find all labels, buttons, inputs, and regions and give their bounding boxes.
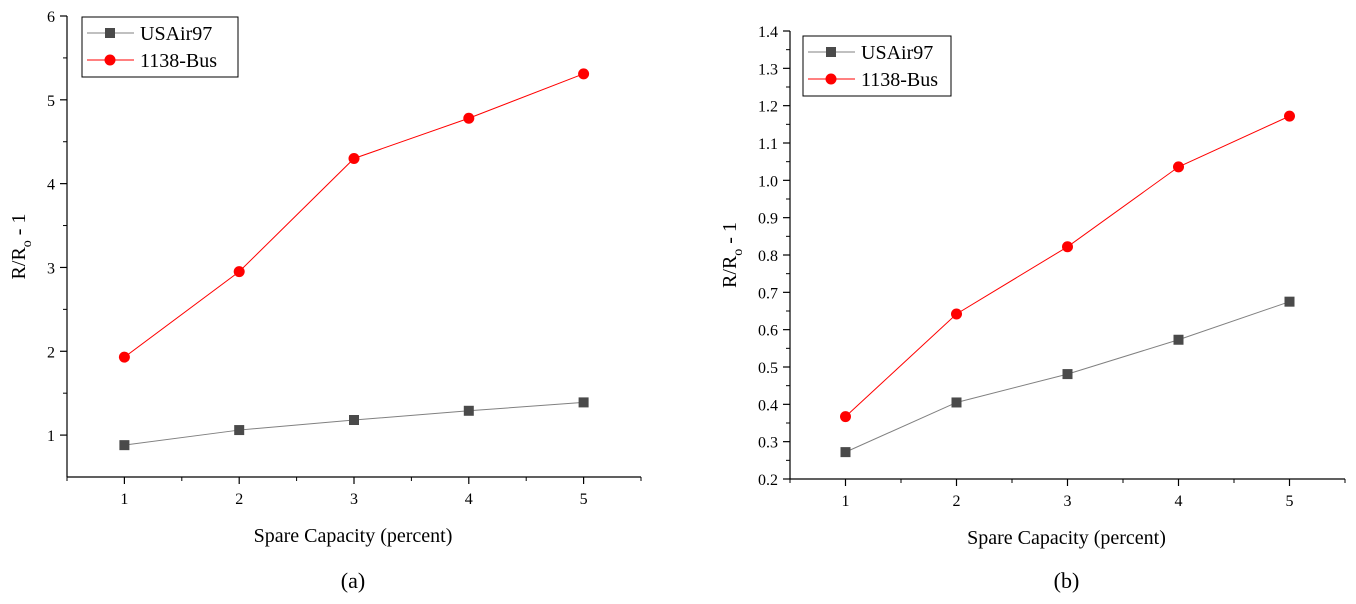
chart-0-series-0-point bbox=[578, 397, 589, 408]
chart-0-series-0-point bbox=[119, 440, 130, 451]
chart-0-series-1-point bbox=[578, 68, 590, 80]
chart-1-y-tick-label: 0.9 bbox=[758, 211, 778, 228]
chart-1-y-tick-label: 0.6 bbox=[758, 323, 778, 340]
chart-1-x-tick-label: 2 bbox=[953, 493, 961, 510]
chart-0-x-tick-label: 2 bbox=[235, 491, 243, 508]
chart-1-x-tick-label: 5 bbox=[1286, 493, 1294, 510]
chart-1-legend-label: 1138-Bus bbox=[861, 69, 938, 91]
chart-0-series-0-point bbox=[463, 405, 474, 416]
chart-0-series-1-line bbox=[124, 73, 584, 358]
chart-0-series-1-point bbox=[118, 351, 130, 363]
chart-0-legend bbox=[81, 16, 239, 78]
chart-1-series-0-point bbox=[1173, 334, 1184, 345]
chart-0-y-tick-label: 5 bbox=[47, 93, 55, 110]
chart-panel-a: 1 2 3 4 5 1 2 3 4 5 6 Spare Capacity (percent) R/Ro … bbox=[8, 9, 642, 593]
chart-1-x-tick-label: 4 bbox=[1175, 493, 1183, 510]
chart-1-x-tick-label: 3 bbox=[1064, 493, 1072, 510]
chart-1-y-tick-label: 0.3 bbox=[758, 435, 778, 452]
chart-1-y-tick-label: 0.5 bbox=[758, 360, 778, 377]
chart-0-legend-marker bbox=[104, 54, 116, 66]
chart-1-y-tick-label: 1.2 bbox=[758, 99, 778, 116]
chart-1-series-1-point bbox=[1062, 241, 1073, 253]
chart-0-series-1-point bbox=[463, 112, 475, 124]
chart-1-x-axis-label: Spare Capacity (percent) bbox=[967, 527, 1166, 549]
chart-1-series-0-point bbox=[951, 397, 962, 408]
chart-1-panel-label: (b) bbox=[1054, 568, 1080, 593]
chart-0-y-tick-label: 6 bbox=[47, 9, 55, 26]
chart-0-x-tick-label: 3 bbox=[350, 491, 358, 508]
chart-0-x-tick-label: 4 bbox=[465, 491, 473, 508]
chart-0-legend-marker bbox=[105, 28, 115, 38]
chart-1-series-1-point bbox=[1284, 110, 1295, 122]
chart-0-y-tick-label: 3 bbox=[47, 260, 55, 277]
chart-0-x-axis-label: Spare Capacity (percent) bbox=[254, 525, 453, 547]
chart-1-y-tick-label: 0.2 bbox=[758, 472, 778, 489]
chart-1-y-axis-label: R/Ro - 1 bbox=[719, 222, 746, 288]
chart-1-series-0-point bbox=[1284, 296, 1295, 307]
chart-1-series-1-point bbox=[1173, 161, 1184, 173]
chart-1-y-tick-label: 1.4 bbox=[758, 24, 778, 41]
chart-0-legend-label: USAir97 bbox=[140, 23, 212, 45]
chart-1-series-1-point bbox=[951, 308, 962, 320]
chart-1-x-tick-label: 1 bbox=[842, 493, 850, 510]
chart-1-y-tick-label: 1.1 bbox=[758, 136, 778, 153]
chart-0-y-axis-label: R/Ro - 1 bbox=[8, 214, 35, 280]
chart-0-series-0-point bbox=[234, 425, 245, 436]
chart-1-legend-marker bbox=[826, 47, 836, 57]
chart-1-y-tick-label: 1.0 bbox=[758, 173, 778, 190]
chart-0-x-tick-label: 5 bbox=[580, 491, 588, 508]
chart-0-y-tick-label: 1 bbox=[47, 428, 55, 445]
chart-1-legend bbox=[802, 35, 952, 97]
chart-1-series-0-point bbox=[1062, 369, 1073, 380]
chart-1-legend-marker bbox=[825, 73, 837, 85]
chart-1-y-tick-label: 0.4 bbox=[758, 397, 778, 414]
chart-1-series-1-point bbox=[840, 411, 851, 423]
chart-1-y-tick-label: 0.8 bbox=[758, 248, 778, 265]
chart-0-series-0-point bbox=[349, 415, 359, 426]
chart-1-y-tick-label: 0.7 bbox=[758, 285, 778, 302]
chart-0-y-tick-label: 4 bbox=[47, 177, 55, 194]
chart-0-panel-label: (a) bbox=[341, 568, 365, 593]
chart-panel-b: 1 2 3 4 5 0.2 0.3 0.4 0.5 0.6 0.7 0.8 0.9 1.0 1.1 1.2 1.… bbox=[719, 24, 1346, 593]
chart-0-y-tick-label: 2 bbox=[47, 344, 55, 361]
chart-0-x-tick-label: 1 bbox=[120, 491, 128, 508]
chart-0-series-1-point bbox=[348, 152, 360, 164]
chart-1-legend-label: USAir97 bbox=[861, 42, 933, 64]
chart-1-series-0-point bbox=[840, 447, 851, 458]
chart-0-legend-label: 1138-Bus bbox=[140, 50, 217, 72]
chart-1-y-tick-label: 1.3 bbox=[758, 61, 778, 78]
chart-0-series-1-point bbox=[233, 266, 245, 278]
